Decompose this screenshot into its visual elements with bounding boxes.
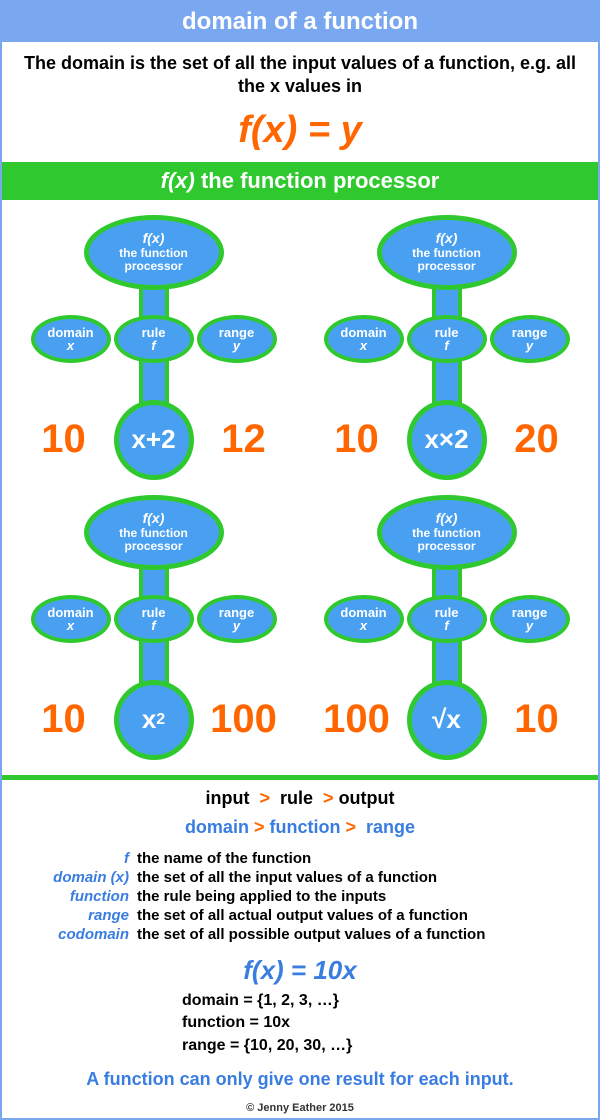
processor-unit: f(x) the function processor domainx rule… [300, 490, 593, 760]
range-ellipse: rangey [197, 595, 277, 643]
processor-ellipse: f(x) the function processor [377, 215, 517, 290]
rule-ellipse: rulef [407, 595, 487, 643]
def-term: function [32, 888, 137, 905]
domain-ellipse: domainx [324, 315, 404, 363]
flow-line-1: input > rule > output [2, 788, 598, 809]
bottom-row: 10 x+2 12 [7, 400, 300, 480]
definitions: f the name of the function domain (x) th… [32, 850, 568, 943]
mid-row: domainx rulef rangey [7, 595, 300, 643]
output-value: 20 [492, 417, 582, 462]
input-value: 10 [19, 697, 109, 742]
processor-unit: f(x) the function processor domainx rule… [7, 210, 300, 480]
rule-ellipse: rulef [114, 595, 194, 643]
bottom-row: 10 x×2 20 [300, 400, 593, 480]
def-desc: the set of all actual output values of a… [137, 907, 568, 924]
processor-ellipse: f(x) the function processor [377, 495, 517, 570]
processor-unit: f(x) the function processor domainx rule… [7, 490, 300, 760]
rule-circle: √x [407, 680, 487, 760]
input-value: 10 [312, 417, 402, 462]
def-term: range [32, 907, 137, 924]
domain-ellipse: domainx [31, 595, 111, 643]
example-function: function = 10x [182, 1012, 598, 1034]
example-range: range = {10, 20, 30, …} [182, 1035, 598, 1057]
input-value: 10 [19, 417, 109, 462]
definition-row: f the name of the function [32, 850, 568, 867]
definition-row: function the rule being applied to the i… [32, 888, 568, 905]
rule-circle: x×2 [407, 400, 487, 480]
mid-row: domainx rulef rangey [7, 315, 300, 363]
bottom-row: 100 √x 10 [300, 680, 593, 760]
mid-row: domainx rulef rangey [300, 595, 593, 643]
copyright: © Jenny Eather 2015 [2, 1102, 598, 1114]
processor-ellipse: f(x) the function processor [84, 495, 224, 570]
range-ellipse: rangey [490, 315, 570, 363]
range-ellipse: rangey [197, 315, 277, 363]
fx-label: f(x) [161, 168, 195, 193]
def-desc: the name of the function [137, 850, 568, 867]
section-header: f(x) the function processor [2, 162, 598, 200]
diagram-grid: f(x) the function processor domainx rule… [2, 200, 598, 770]
title-bar: domain of a function [2, 2, 598, 42]
formula-example: f(x) = 10x [2, 955, 598, 986]
conclusion: A function can only give one result for … [2, 1069, 598, 1090]
rule-circle: x2 [114, 680, 194, 760]
mid-row: domainx rulef rangey [300, 315, 593, 363]
def-term: domain (x) [32, 869, 137, 886]
def-term: codomain [32, 926, 137, 943]
output-value: 100 [199, 697, 289, 742]
output-value: 10 [492, 697, 582, 742]
rule-circle: x+2 [114, 400, 194, 480]
divider [2, 775, 598, 780]
def-desc: the set of all possible output values of… [137, 926, 568, 943]
processor-ellipse: f(x) the function processor [84, 215, 224, 290]
intro-text: The domain is the set of all the input v… [2, 42, 598, 104]
def-desc: the rule being applied to the inputs [137, 888, 568, 905]
def-term: f [32, 850, 137, 867]
example-domain: domain = {1, 2, 3, …} [182, 990, 598, 1012]
processor-unit: f(x) the function processor domainx rule… [300, 210, 593, 480]
range-ellipse: rangey [490, 595, 570, 643]
output-value: 12 [199, 417, 289, 462]
def-desc: the set of all the input values of a fun… [137, 869, 568, 886]
bottom-row: 10 x2 100 [7, 680, 300, 760]
domain-ellipse: domainx [324, 595, 404, 643]
example-set: domain = {1, 2, 3, …} function = 10x ran… [182, 990, 598, 1057]
definition-row: codomain the set of all possible output … [32, 926, 568, 943]
rule-ellipse: rulef [407, 315, 487, 363]
input-value: 100 [312, 697, 402, 742]
definition-row: range the set of all actual output value… [32, 907, 568, 924]
section-text: the function processor [195, 168, 439, 193]
domain-ellipse: domainx [31, 315, 111, 363]
definition-row: domain (x) the set of all the input valu… [32, 869, 568, 886]
main-formula: f(x) = y [2, 104, 598, 162]
flow-line-2: domain > function > range [2, 817, 598, 838]
rule-ellipse: rulef [114, 315, 194, 363]
